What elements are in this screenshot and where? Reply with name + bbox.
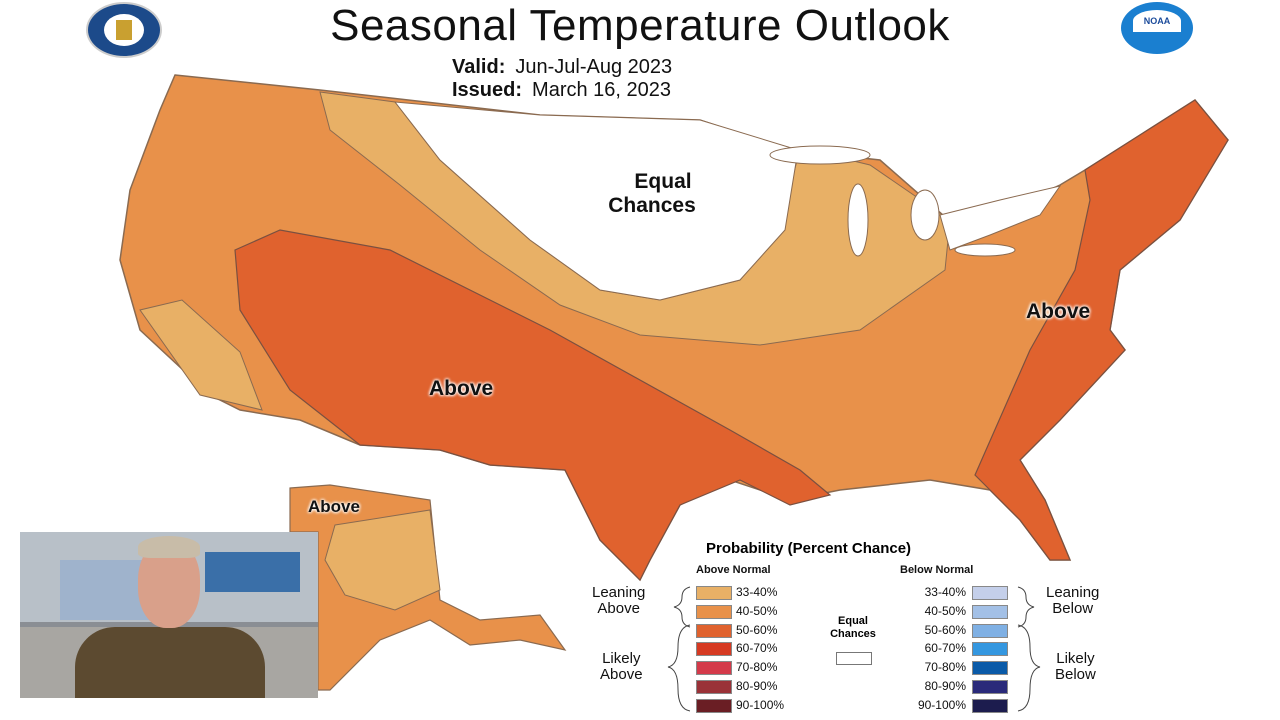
above-label-east: Above [1026, 300, 1091, 323]
legend-swatch-above-0 [696, 586, 732, 600]
legend-swatch-below-6 [972, 698, 1008, 713]
legend-likely-above: Likely Above [600, 651, 643, 683]
legend-below-header: Below Normal [900, 564, 974, 576]
region-equal-chances-ne [939, 185, 1062, 251]
leaning-below-line1: Leaning [1046, 584, 1100, 601]
legend-right-braces [1017, 586, 1041, 712]
above-label-southwest: Above [429, 377, 494, 400]
alaska-above-33-40 [324, 509, 441, 611]
leaning-above-line2: Above [597, 600, 640, 617]
legend-swatch-above-1 [696, 604, 732, 619]
commerce-seal-logo [86, 2, 162, 58]
legend-left-braces [667, 586, 691, 712]
legend-title: Probability (Percent Chance) [706, 540, 912, 557]
lake-michigan [847, 183, 869, 257]
equal-label-line2: Chances [608, 194, 696, 217]
leaning-above-brace [673, 586, 691, 628]
leaning-below-brace [1017, 586, 1035, 628]
legend-equal-line2: Chances [830, 628, 876, 640]
legend-range-above-0: 33-40% [736, 585, 778, 599]
valid-line: Valid: Jun-Jul-Aug 2023 [452, 56, 672, 78]
legend-swatch-below-2 [972, 623, 1008, 638]
legend-leaning-above: Leaning Above [592, 585, 645, 617]
legend-range-below-1: 40-50% [924, 603, 966, 618]
legend-likely-below: Likely Below [1055, 651, 1096, 683]
issued-value: March 16, 2023 [532, 79, 672, 101]
region-california-33-40 [139, 299, 263, 411]
likely-above-brace [667, 624, 691, 712]
region-east-50-60 [974, 99, 1229, 561]
title-bar: Seasonal Temperature Outlook [0, 0, 1280, 52]
presenter-jacket [75, 627, 265, 698]
legend-swatch-above-5 [696, 680, 732, 694]
leaning-below-line2: Below [1052, 600, 1094, 617]
legend-swatch-below-4 [972, 661, 1008, 676]
likely-below-brace [1017, 624, 1041, 712]
legend-below-swatches: 33-40% 40-50% 50-60% 60-70% 70-80% 80-90% 90-1… [900, 585, 1010, 718]
legend-range-above-6: 90-100% [736, 697, 785, 712]
legend-range-below-2: 50-60% [924, 622, 966, 637]
noaa-logo: NOAA [1121, 2, 1193, 54]
legend-equal-swatch [836, 652, 872, 665]
above-label-alaska: Above [308, 497, 360, 516]
leaning-above-line1: Leaning [592, 584, 646, 601]
issued-label: Issued: [452, 79, 523, 101]
legend-swatch-above-2 [696, 623, 732, 638]
legend-range-below-6: 90-100% [917, 697, 966, 712]
likely-above-line1: Likely [602, 650, 641, 667]
presenter-hair [138, 536, 200, 558]
legend-swatch-below-1 [972, 604, 1008, 619]
legend-range-above-1: 40-50% [736, 603, 778, 618]
legend-above-swatches: 33-40% 40-50% 50-60% 60-70% 70-80% 80-90% 90-1… [696, 585, 806, 718]
legend-equal-line1: Equal [838, 615, 868, 627]
legend-equal-chances: Equal Chances [818, 615, 888, 641]
legend-range-below-3: 60-70% [924, 641, 966, 656]
legend-swatch-above-3 [696, 642, 732, 657]
seal-shield-icon [116, 20, 132, 40]
legend-range-above-5: 80-90% [736, 679, 778, 693]
legend-range-above-3: 60-70% [736, 641, 778, 656]
legend-swatch-below-5 [972, 680, 1008, 694]
background-monitor [205, 552, 300, 592]
legend-swatch-above-6 [696, 698, 732, 713]
likely-below-line2: Below [1055, 666, 1096, 683]
lake-erie [954, 243, 1016, 257]
page-title: Seasonal Temperature Outlook [330, 1, 950, 50]
legend-leaning-below: Leaning Below [1046, 585, 1099, 617]
equal-chances-label: Equal Chances [590, 170, 714, 218]
legend-range-below-4: 70-80% [924, 660, 966, 675]
likely-below-line1: Likely [1056, 650, 1095, 667]
legend-range-below-5: 80-90% [924, 679, 966, 693]
issued-line: Issued: March 16, 2023 [452, 79, 671, 101]
legend-swatch-above-4 [696, 661, 732, 676]
lake-huron [910, 189, 940, 241]
likely-above-line2: Above [600, 666, 643, 683]
legend-range-above-2: 50-60% [736, 622, 778, 637]
equal-label-line1: Equal [634, 170, 692, 193]
region-southwest-50-60 [234, 229, 832, 582]
legend-above-header: Above Normal [696, 564, 771, 576]
noaa-logo-text: NOAA [1133, 10, 1181, 32]
valid-label: Valid: [452, 56, 506, 78]
legend-range-below-0: 33-40% [924, 585, 966, 599]
presenter-video [20, 532, 318, 698]
legend-swatch-below-3 [972, 642, 1008, 657]
legend-swatch-below-0 [972, 586, 1008, 600]
legend-range-above-4: 70-80% [736, 660, 778, 675]
valid-value: Jun-Jul-Aug 2023 [515, 56, 673, 78]
region-equal-chances [393, 101, 799, 301]
lake-superior [769, 145, 871, 165]
